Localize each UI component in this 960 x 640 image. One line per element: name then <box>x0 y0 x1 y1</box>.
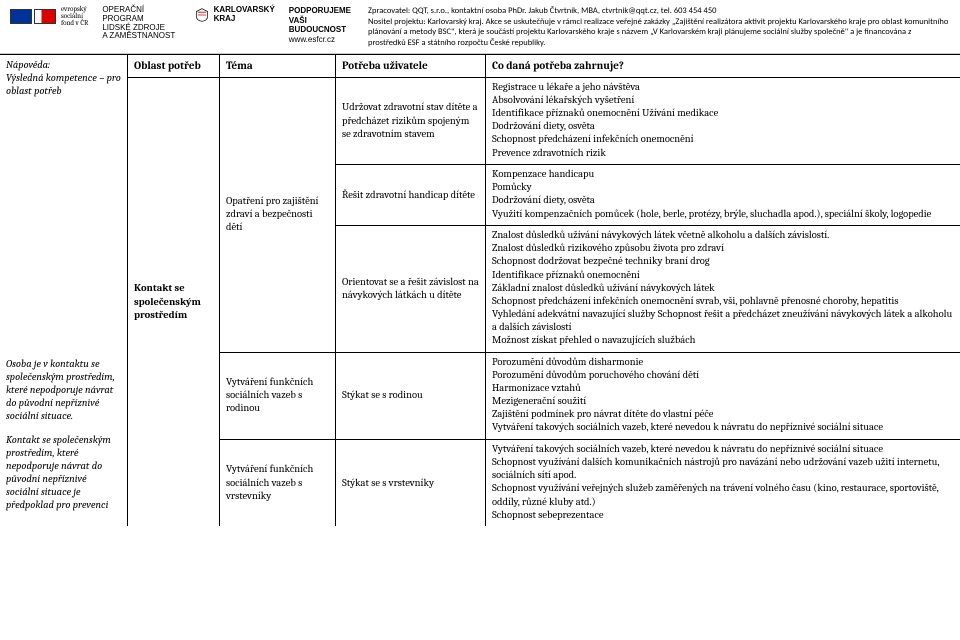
oblast-cell: Kontakt se společenským prostředím <box>128 78 220 526</box>
kk-crest-icon <box>195 8 209 22</box>
need-cell-1-1: Udržovat zdravotní stav dítěte a předchá… <box>336 78 486 165</box>
page-header: evropský sociální fond v ČR OPERAČNÍ PRO… <box>0 0 960 54</box>
col-header-potreba: Potřeba uživatele <box>336 55 486 78</box>
main-content: Nápověda: Výsledná kompetence – pro obla… <box>0 54 960 527</box>
need-cell-2-1: Stýkat se s rodinou <box>336 353 486 440</box>
col-header-zahrnuje: Co daná potřeba zahrnuje? <box>486 55 960 78</box>
logo-bar: evropský sociální fond v ČR OPERAČNÍ PRO… <box>10 6 360 49</box>
include-cell-2-1: Porozumění důvodům disharmonie Porozuměn… <box>486 353 960 440</box>
include-cell-1-2: Kompenzace handicapu Pomůcky Dodržování … <box>486 165 960 226</box>
help-para-2: Kontakt se společenským prostředím, kter… <box>6 434 121 513</box>
col-header-oblast: Oblast potřeb <box>128 55 220 78</box>
header-project-info: Zpracovatel: QQT, s.r.o., kontaktní osob… <box>360 6 950 49</box>
include-cell-1-1: Registrace u lékaře a jeho návštěva Abso… <box>486 78 960 165</box>
include-cell-1-3: Znalost důsledků užívání návykových láte… <box>486 226 960 353</box>
tema-cell-2: Vytváření funkčních sociálních vazeb s r… <box>220 353 336 440</box>
tema-cell-3: Vytváření funkčních sociálních vazeb s v… <box>220 440 336 526</box>
op-program-label: OPERAČNÍ PROGRAM LIDSKÉ ZDROJE A ZAMĚSTN… <box>102 6 180 41</box>
help-column: Nápověda: Výsledná kompetence – pro obla… <box>0 54 128 527</box>
help-title: Nápověda: Výsledná kompetence – pro obla… <box>6 59 121 98</box>
support-label: PODPORUJEME VAŠI BUDOUCNOST www.esfcr.cz <box>289 6 360 44</box>
include-cell-3-1: Vytváření takových sociálních vazeb, kte… <box>486 440 960 526</box>
esf-label: evropský sociální fond v ČR <box>61 6 88 27</box>
need-cell-1-3: Orientovat se a řešit závislost na návyk… <box>336 226 486 353</box>
tema-cell-1: Opatření pro zajištění zdraví a bezpečno… <box>220 78 336 353</box>
kk-logo-block: KARLOVARSKÝ KRAJ <box>195 6 275 24</box>
needs-table: Oblast potřeb Téma Potřeba uživatele Co … <box>128 54 960 527</box>
need-cell-1-2: Řešit zdravotní handicap dítěte <box>336 165 486 226</box>
cz-flag-icon <box>34 9 56 24</box>
need-cell-3-1: Stýkat se s vrstevníky <box>336 440 486 526</box>
help-para-1: Osoba je v kontaktu se společenským pros… <box>6 358 121 424</box>
col-header-tema: Téma <box>220 55 336 78</box>
esf-logo-block: evropský sociální fond v ČR <box>10 6 88 27</box>
eu-flag-icon <box>10 9 32 24</box>
